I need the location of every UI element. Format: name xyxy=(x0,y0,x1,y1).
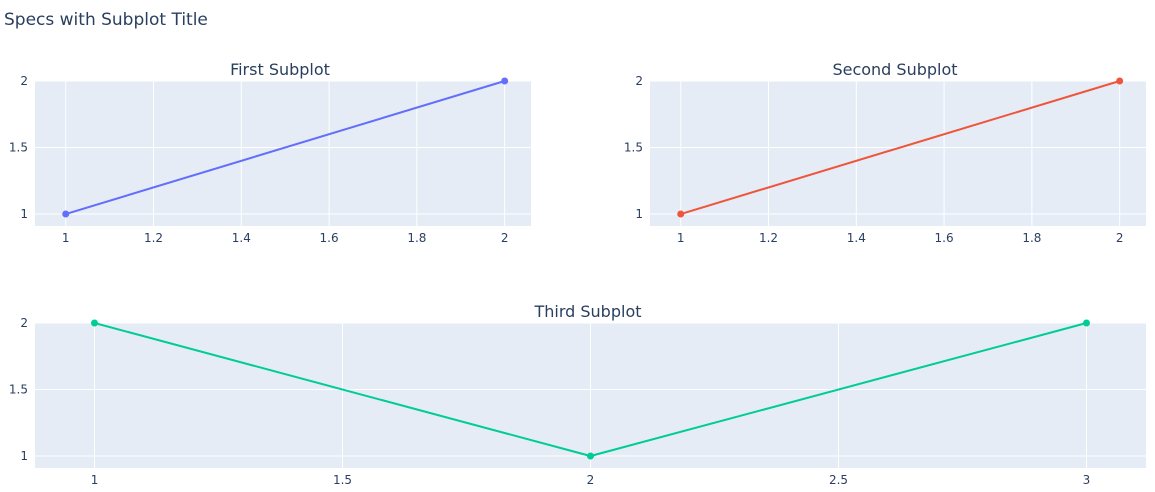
x-tick-label: 1.4 xyxy=(847,231,866,245)
x-tick-label: 2 xyxy=(587,473,595,487)
subplot-3: Third Subplot 1 1.5 2 2.5 3 1 1.5 2 xyxy=(9,302,1146,487)
y-tick-label: 1 xyxy=(20,449,28,463)
figure-title: Specs with Subplot Title xyxy=(4,10,208,30)
subplot-2: Second Subplot 1 1.2 1.4 1.6 1.8 2 1 1.5 2 xyxy=(624,60,1146,245)
subplot-title-2: Second Subplot xyxy=(832,60,957,79)
data-point xyxy=(677,210,685,218)
x-tick-label: 2 xyxy=(1116,231,1124,245)
y-tick-label: 2 xyxy=(20,316,28,330)
data-point xyxy=(587,452,594,460)
x-tick-label: 1.8 xyxy=(1022,231,1041,245)
x-tick-label: 1.6 xyxy=(935,231,954,245)
subplot-title-3: Third Subplot xyxy=(533,302,641,321)
series-line-1 xyxy=(65,80,505,215)
data-point xyxy=(501,77,509,85)
y-tick-label: 1.5 xyxy=(9,383,28,397)
x-tick-label: 1 xyxy=(677,231,685,245)
x-tick-label: 1.2 xyxy=(144,231,163,245)
y-tick-label: 2 xyxy=(20,74,28,88)
y-tick-label: 1.5 xyxy=(9,141,28,155)
x-tick-label: 1.5 xyxy=(333,473,352,487)
x-tick-label: 2 xyxy=(501,231,509,245)
series-line-2 xyxy=(680,80,1120,215)
subplot-1: First Subplot 1 1.2 1.4 1.6 1.8 2 1 1.5 2 xyxy=(9,60,531,245)
x-tick-label: 1.8 xyxy=(407,231,426,245)
y-tick-label: 1 xyxy=(20,207,28,221)
x-tick-label: 1.4 xyxy=(232,231,251,245)
x-tick-label: 3 xyxy=(1083,473,1091,487)
y-tick-label: 1 xyxy=(635,207,643,221)
data-point xyxy=(1082,319,1090,327)
y-tick-label: 1.5 xyxy=(624,141,643,155)
subplot-title-1: First Subplot xyxy=(230,60,330,79)
x-tick-label: 1.6 xyxy=(320,231,339,245)
plot-area-2 xyxy=(650,81,1146,226)
x-tick-label: 1.2 xyxy=(759,231,778,245)
plot-area-1 xyxy=(35,81,531,226)
data-point xyxy=(1116,77,1124,85)
data-point xyxy=(62,210,70,218)
x-tick-label: 1 xyxy=(91,473,99,487)
x-tick-label: 1 xyxy=(62,231,70,245)
x-tick-label: 2.5 xyxy=(829,473,848,487)
data-point xyxy=(91,319,99,327)
y-tick-label: 2 xyxy=(635,74,643,88)
